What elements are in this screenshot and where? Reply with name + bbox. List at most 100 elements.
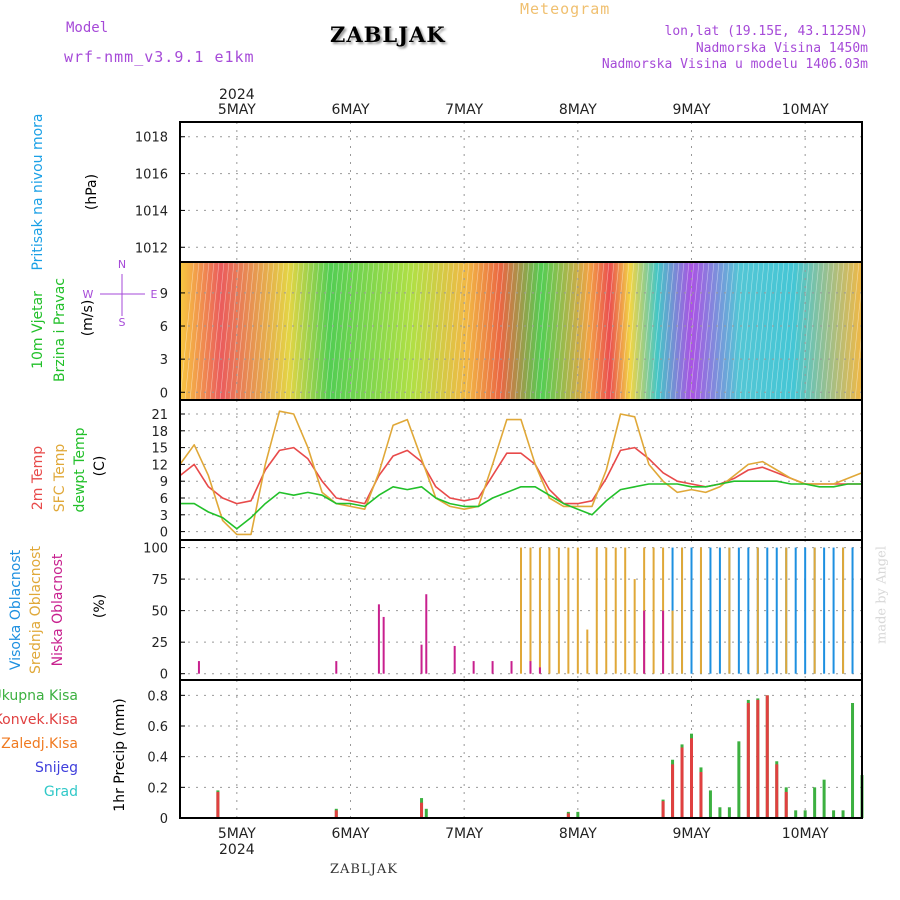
wind-barb xyxy=(434,261,450,401)
wind-barb xyxy=(629,261,645,401)
y-tick-label: 18 xyxy=(151,425,168,440)
wind-barb xyxy=(384,261,400,401)
wind-barb xyxy=(809,261,825,401)
wind-barb xyxy=(619,261,635,401)
wind-barb xyxy=(219,261,235,401)
wind-barb xyxy=(339,261,355,401)
wind-barb xyxy=(429,261,445,401)
bar-cloud xyxy=(766,547,769,674)
bar-cloud xyxy=(538,667,541,674)
wind-barb xyxy=(759,261,775,401)
bar-precip xyxy=(334,810,338,818)
wind-barb xyxy=(704,261,720,401)
wind-unit-label: (m/s) xyxy=(80,300,96,337)
wind-barb xyxy=(414,261,430,401)
y-tick-label: 1014 xyxy=(135,204,168,219)
panel-wind: 0 3 6 9 xyxy=(160,262,862,401)
y-tick-label: 0 xyxy=(160,386,168,401)
wind-barb xyxy=(469,261,485,401)
wind-barb xyxy=(769,261,785,401)
wind-barb xyxy=(589,261,605,401)
panel-precip: 0 0.2 0.4 0.6 0.8 xyxy=(147,680,864,827)
bar-precip xyxy=(765,695,769,818)
bar-cloud xyxy=(624,547,627,674)
wind-barb xyxy=(654,261,670,401)
year-label-bottom: 2024 xyxy=(219,842,255,858)
y-tick-label: 0.2 xyxy=(147,781,168,796)
bar-precip xyxy=(680,747,684,818)
wind-barb xyxy=(494,261,510,401)
compass-e: E xyxy=(151,288,158,301)
model-elevation-text: Nadmorska Visina u modelu 1406.03m xyxy=(601,57,868,72)
bar-cloud xyxy=(567,547,570,674)
wind-barb xyxy=(774,261,790,401)
date-tick-label-bottom: 7MAY xyxy=(445,826,483,842)
wind-barb xyxy=(249,261,265,401)
bar-cloud xyxy=(529,547,532,674)
wind-barb xyxy=(634,261,650,401)
bar-cloud xyxy=(813,547,816,674)
wind-barb xyxy=(799,261,815,401)
y-tick-label: 0 xyxy=(160,526,168,541)
precip-legend-item: Konvek.Kisa xyxy=(0,712,78,728)
wind-barb xyxy=(639,261,655,401)
bar-precip xyxy=(420,802,424,818)
precip-legend-item: Snijeg xyxy=(35,760,78,776)
wind-barb xyxy=(284,261,300,401)
wind-barb xyxy=(254,261,270,401)
bar-cloud xyxy=(842,547,845,674)
bar-cloud xyxy=(785,547,788,674)
wind-barb xyxy=(329,261,345,401)
wind-barb xyxy=(274,261,290,401)
pressure-label: Pritisak na nivou mora xyxy=(30,113,46,270)
wind-barb xyxy=(484,261,500,401)
wind-barb xyxy=(184,261,200,401)
wind-barb xyxy=(269,261,285,401)
wind-barb xyxy=(379,261,395,401)
wind-barb xyxy=(324,261,340,401)
low-cloud-label: Niska Oblacnost xyxy=(50,553,66,666)
bar-cloud xyxy=(425,594,428,674)
date-tick-label-top: 10MAY xyxy=(782,102,829,118)
wind-barb xyxy=(279,261,295,401)
bar-cloud xyxy=(832,547,835,674)
wind-barb xyxy=(189,261,205,401)
bar-cloud xyxy=(538,547,541,674)
y-tick-label: 0.6 xyxy=(147,720,168,735)
wind-barb xyxy=(314,261,330,401)
bar-cloud xyxy=(197,661,200,674)
wind-barb xyxy=(394,261,410,401)
bar-cloud xyxy=(699,547,702,674)
wind-barb xyxy=(814,261,830,401)
wind-barb xyxy=(359,261,375,401)
mid-cloud-label: Srednja Oblacnost xyxy=(28,546,44,674)
series-line-temperature xyxy=(179,446,862,505)
wind-barb xyxy=(679,261,695,401)
y-tick-label: 9 xyxy=(160,475,168,490)
wind-barb xyxy=(819,261,835,401)
wind-barb xyxy=(289,261,305,401)
wind-barb xyxy=(839,261,855,401)
wind-barb xyxy=(514,261,530,401)
bar-cloud xyxy=(775,547,778,674)
wind-barb xyxy=(694,261,710,401)
wind-barb xyxy=(304,261,320,401)
wind-barb xyxy=(464,261,480,401)
panel-pressure: 1012 1014 1016 1018 xyxy=(135,122,862,262)
bar-cloud xyxy=(681,547,684,674)
wind-barb xyxy=(369,261,385,401)
wind-barb xyxy=(684,261,700,401)
bar-cloud xyxy=(420,644,423,674)
wind-barb xyxy=(439,261,455,401)
bar-precip xyxy=(216,791,220,818)
bar-precip xyxy=(576,811,580,818)
wind-barb xyxy=(659,261,675,401)
wind-barb xyxy=(294,261,310,401)
bar-cloud xyxy=(453,645,456,674)
bar-cloud xyxy=(851,547,854,674)
precip-legend-item: Grad xyxy=(44,784,78,800)
wind-barb xyxy=(544,261,560,401)
wind-barb xyxy=(214,261,230,401)
y-tick-label: 6 xyxy=(160,492,168,507)
